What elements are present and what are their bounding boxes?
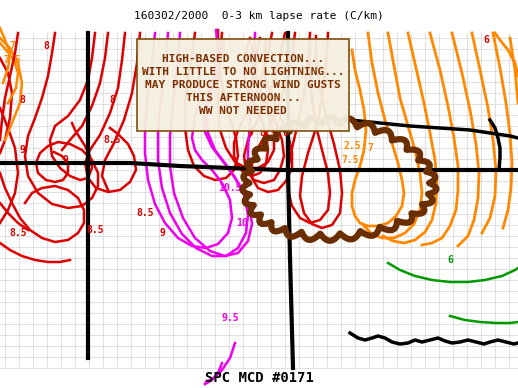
Text: 8: 8 [282, 128, 288, 138]
Text: 160302/2000  0-3 km lapse rate (C/km): 160302/2000 0-3 km lapse rate (C/km) [134, 11, 384, 21]
Text: 9: 9 [62, 155, 68, 165]
Text: 8.5: 8.5 [136, 208, 154, 218]
Text: 7.5: 7.5 [341, 155, 359, 165]
FancyBboxPatch shape [137, 39, 349, 131]
Text: SPC MCD #0171: SPC MCD #0171 [205, 371, 313, 385]
Text: 8.5: 8.5 [103, 135, 121, 145]
Text: 10.5: 10.5 [218, 183, 242, 193]
Text: 8: 8 [43, 41, 49, 51]
Text: 8.5: 8.5 [259, 128, 277, 138]
Text: 2.5: 2.5 [343, 141, 361, 151]
Text: 6: 6 [447, 255, 453, 265]
Text: 9: 9 [159, 228, 165, 238]
Text: 9.5: 9.5 [221, 313, 239, 323]
Text: 7.5: 7.5 [3, 55, 21, 65]
Text: 8: 8 [109, 95, 115, 105]
Text: 7: 7 [9, 41, 15, 51]
Text: HIGH-BASED CONVECTION...
WITH LITTLE TO NO LIGHTNING...
MAY PRODUCE STRONG WIND : HIGH-BASED CONVECTION... WITH LITTLE TO … [142, 54, 344, 116]
Bar [0, 23, 518, 368]
Text: 9: 9 [247, 128, 253, 138]
Text: 8: 8 [19, 95, 25, 105]
Text: 6: 6 [483, 35, 489, 45]
Text: 10: 10 [236, 218, 248, 228]
Text: 8.5: 8.5 [9, 228, 27, 238]
Text: 7: 7 [367, 143, 373, 153]
Text: 8.5: 8.5 [86, 225, 104, 235]
Text: 9: 9 [19, 145, 25, 155]
